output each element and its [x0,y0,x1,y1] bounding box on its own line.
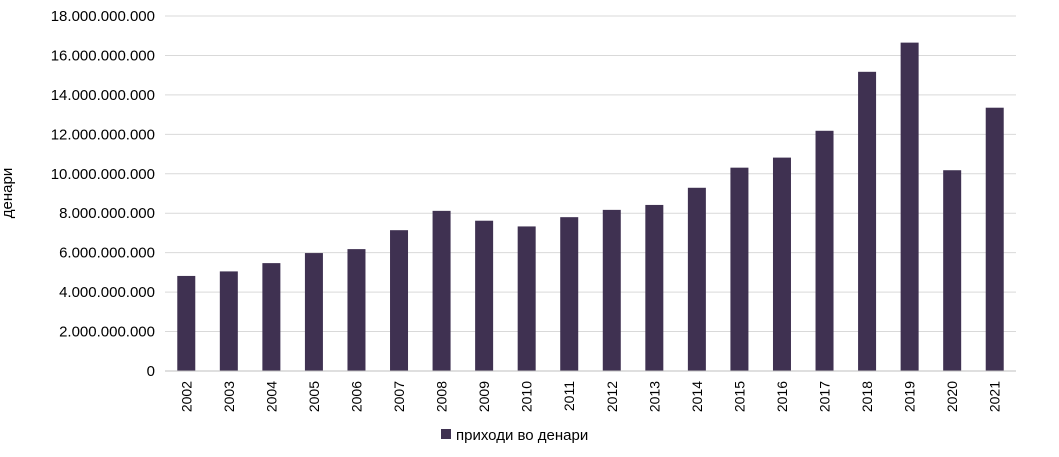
y-tick-label: 16.000.000.000 [51,47,155,64]
y-axis-label: денари [0,168,16,218]
x-tick-label: 2021 [987,381,1003,412]
x-tick-label: 2011 [561,381,577,411]
bar-2004 [262,263,281,371]
bar-2007 [390,230,409,371]
x-tick-label: 2005 [306,381,322,412]
x-tick-label: 2002 [178,381,194,412]
bar-2021 [985,107,1004,371]
y-tick-label: 4.000.000.000 [59,284,155,301]
bar-2019 [900,42,919,371]
y-tick-label: 18.000.000.000 [51,8,155,25]
bar-2011 [560,217,579,371]
bar-2012 [602,209,621,371]
x-tick-label: 2014 [689,381,705,412]
bar-2013 [645,204,664,371]
y-tick-label: 12.000.000.000 [51,126,155,143]
bar-2017 [815,130,834,371]
x-tick-label: 2006 [348,381,364,412]
y-tick-label: 8.000.000.000 [59,205,155,222]
x-tick-label: 2020 [944,381,960,412]
x-tick-label: 2018 [859,381,875,412]
bar-2016 [772,157,791,371]
bar-2020 [943,170,962,371]
x-tick-label: 2016 [774,381,790,412]
y-axis-tick-labels: 0 2.000.000.000 4.000.000.000 6.000.000.000… [51,8,155,380]
bars [177,42,1004,371]
legend: приходи во денари [441,427,588,444]
bar-2010 [517,226,536,371]
y-tick-label: 0 [147,363,155,380]
gridlines [165,15,1016,333]
x-tick-label: 2007 [391,381,407,412]
legend-label: приходи во денари [456,427,588,444]
x-tick-label: 2010 [519,381,535,412]
bar-2009 [475,220,494,371]
legend-swatch [441,429,451,439]
x-tick-label: 2009 [476,381,492,412]
x-tick-label: 2019 [902,381,918,412]
x-axis-tick-labels: 2002 2003 2004 2005 2006 2007 2008 2009 2010 2011… [178,381,1002,412]
bar-2014 [687,187,706,371]
x-tick-label: 2015 [731,381,747,412]
bar-2018 [858,71,877,371]
bar-2003 [219,271,238,371]
bar-2008 [432,210,451,371]
y-tick-label: 10.000.000.000 [51,166,155,183]
x-tick-label: 2017 [817,381,833,412]
x-tick-label: 2008 [434,381,450,412]
bar-2005 [304,253,323,371]
bar-2006 [347,249,366,371]
x-tick-label: 2003 [221,381,237,412]
bar-2015 [730,167,749,371]
x-tick-label: 2012 [604,381,620,412]
x-tick-label: 2004 [263,381,279,412]
y-tick-label: 14.000.000.000 [51,87,155,104]
y-tick-label: 6.000.000.000 [59,245,155,262]
x-tick-label: 2013 [646,381,662,412]
bar-2002 [177,275,196,371]
y-tick-label: 2.000.000.000 [59,324,155,341]
